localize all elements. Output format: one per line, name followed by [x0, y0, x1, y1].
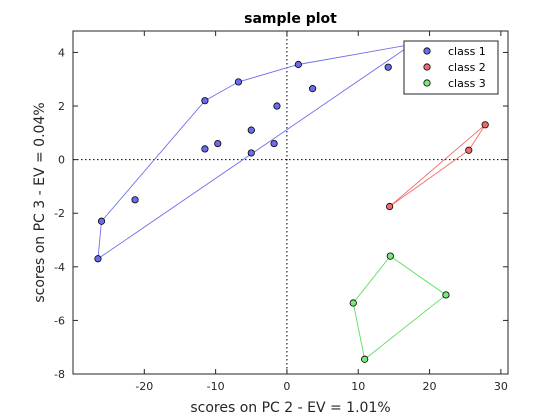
x-tick-label: 0	[283, 380, 290, 393]
point-class-3	[442, 291, 450, 299]
y-axis-label: scores on PC 3 - EV = 0.04%	[32, 102, 48, 302]
point-class-1	[309, 85, 317, 93]
x-tick-label: -20	[135, 380, 153, 393]
x-tick-label: -10	[207, 380, 225, 393]
y-tick-label: 2	[58, 100, 65, 113]
x-axis-ticks: -20 -10 0 10 20 30	[135, 31, 508, 393]
point-class-1	[131, 196, 139, 204]
point-class-1	[94, 255, 102, 263]
legend-box	[403, 40, 499, 95]
y-tick-label: -6	[54, 314, 65, 327]
point-class-1	[97, 217, 106, 225]
point-class-1	[247, 126, 255, 134]
point-class-3	[361, 355, 369, 363]
legend-label: class 2	[448, 61, 486, 74]
point-class-1	[214, 139, 222, 148]
point-class-2	[481, 121, 489, 129]
point-class-2	[465, 146, 473, 154]
x-tick-label: 10	[351, 380, 365, 393]
hull-class-2	[389, 124, 486, 207]
point-class-3	[349, 299, 357, 307]
point-class-1	[270, 139, 278, 148]
x-axis-label: scores on PC 2 - EV = 1.01%	[190, 400, 390, 416]
point-class-1	[273, 102, 281, 110]
y-tick-label: -2	[54, 207, 65, 220]
y-tick-label: -8	[54, 368, 65, 381]
point-class-2	[386, 202, 394, 211]
y-axis-ticks: -8 -6 -4 -2 0 2 4	[54, 46, 508, 381]
legend-label: class 1	[448, 45, 486, 58]
legend: class 1 class 2 class 3	[403, 40, 499, 95]
legend-marker	[423, 47, 431, 55]
reference-lines	[73, 31, 508, 374]
point-class-1	[201, 145, 209, 153]
y-tick-label: 0	[58, 154, 65, 167]
y-tick-label: 4	[58, 46, 65, 59]
x-tick-label: 30	[494, 380, 508, 393]
point-class-1	[384, 63, 392, 71]
y-tick-label: -4	[54, 261, 65, 274]
point-class-1	[234, 78, 243, 86]
chart-title: sample plot	[244, 11, 337, 27]
point-class-1	[201, 97, 209, 105]
x-tick-label: 20	[423, 380, 437, 393]
legend-marker	[423, 79, 431, 87]
point-class-1	[247, 149, 255, 157]
legend-marker	[423, 63, 431, 71]
point-class-1	[294, 60, 302, 69]
legend-label: class 3	[448, 77, 486, 90]
point-class-3	[386, 252, 394, 260]
